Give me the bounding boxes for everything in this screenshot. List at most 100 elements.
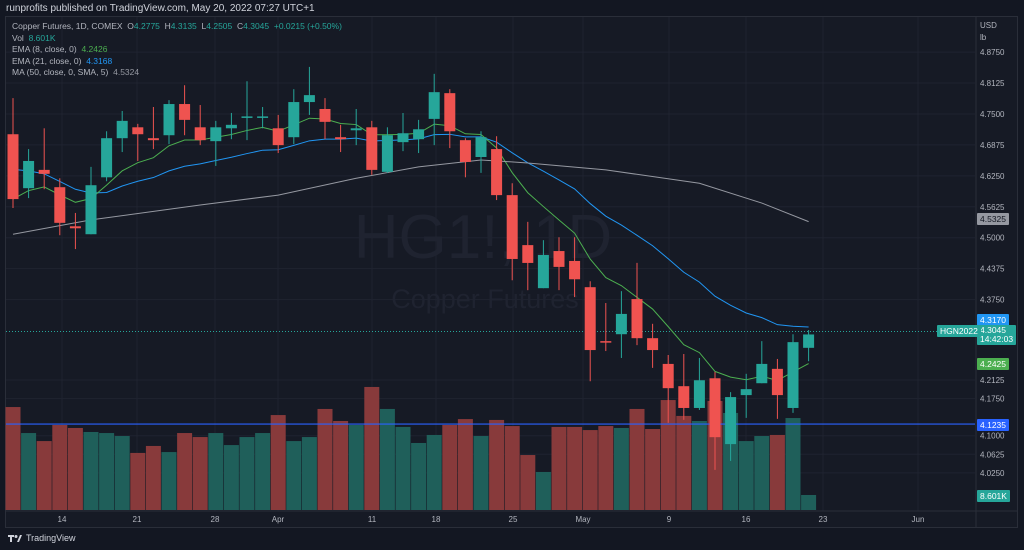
volume-bar — [301, 437, 317, 510]
grid — [6, 17, 975, 511]
time-axis[interactable]: 14 21 28 Apr 11 18 25 May 9 16 23 Jun — [58, 515, 925, 524]
volume-bar — [223, 445, 239, 510]
candle-body — [756, 363, 768, 384]
volume-bar — [52, 425, 68, 510]
candle-body — [132, 127, 144, 135]
price-tick: 4.4375 — [980, 265, 1005, 274]
axis-unit: lb — [980, 33, 987, 42]
candle-body — [163, 104, 175, 136]
price-tick: 4.6875 — [980, 141, 1005, 150]
publisher-line: runprofits published on TradingView.com,… — [6, 3, 315, 14]
volume-bar — [317, 408, 333, 510]
price-tick: 4.6250 — [980, 172, 1005, 181]
candle-body — [101, 138, 113, 178]
legend-ma50: MA (50, close, 0, SMA, 5) 4.5324 — [12, 67, 342, 79]
candle-body — [678, 386, 690, 408]
volume-bar — [177, 433, 193, 510]
volume-bar — [754, 436, 770, 510]
price-tick: 4.8125 — [980, 79, 1005, 88]
candles — [7, 66, 815, 470]
time-tick: 28 — [211, 515, 220, 524]
candle-body — [584, 287, 596, 351]
volume-bar — [239, 437, 255, 510]
price-tick: 4.1750 — [980, 395, 1005, 404]
volume-bar — [473, 436, 489, 510]
volume-bar — [567, 426, 583, 510]
candle-body — [444, 93, 456, 132]
time-tick: 14 — [58, 515, 67, 524]
legend-ema21: EMA (21, close, 0) 4.3168 — [12, 56, 342, 68]
candle-body — [194, 127, 206, 141]
volume-bar — [145, 445, 161, 510]
volume-bar — [130, 452, 146, 510]
volume-bar — [629, 408, 645, 510]
legend-ema8: EMA (8, close, 0) 4.2426 — [12, 44, 342, 56]
candle-body — [600, 341, 612, 343]
legend-ohlc: Copper Futures, 1D, COMEX O4.2775 H4.313… — [12, 21, 342, 33]
volume-bar — [582, 430, 598, 510]
time-tick: 18 — [432, 515, 441, 524]
volume-bar — [348, 425, 364, 510]
candle-body — [147, 138, 159, 141]
volume-bar — [99, 433, 115, 510]
candle-body — [85, 185, 97, 235]
ma50-badge: 4.5325 — [977, 213, 1009, 225]
volume-bar — [535, 471, 551, 510]
volume-bar — [255, 433, 271, 510]
candle-body — [7, 134, 19, 200]
time-tick: 25 — [509, 515, 518, 524]
candle-body — [740, 389, 752, 396]
candle-body — [475, 137, 487, 158]
legend-volume: Vol 8.601K — [12, 33, 342, 45]
volume-bar — [83, 431, 99, 510]
footer[interactable]: TradingView — [8, 533, 76, 543]
volume-bar — [5, 407, 21, 510]
price-tick: 4.0625 — [980, 450, 1005, 459]
ma50-line — [12, 159, 809, 235]
candle-body — [54, 187, 66, 223]
candle-body — [522, 245, 534, 263]
volume-bar — [676, 415, 692, 510]
price-axis[interactable]: 4.8750 4.8125 4.7500 4.6875 4.6250 4.5625 4.50… — [980, 48, 1005, 478]
volume-bar — [769, 434, 785, 510]
ema21-label: EMA (21, close, 0) — [12, 55, 82, 66]
close-badge: 4.3045 14:42:03 — [977, 325, 1017, 345]
candle-body — [335, 137, 347, 140]
ema8-badge: 4.2425 — [977, 358, 1009, 370]
time-tick: 21 — [133, 515, 142, 524]
volume-bar — [379, 408, 395, 510]
axis-currency: USD — [980, 21, 997, 30]
volume-bar — [442, 425, 458, 510]
vol-label: Vol — [12, 32, 24, 43]
volume-bar — [801, 494, 817, 510]
candle-body — [662, 363, 674, 389]
volume-bar — [270, 415, 286, 510]
candle-body — [272, 128, 284, 146]
candle-body — [553, 251, 565, 267]
price-tick: 4.8750 — [980, 48, 1005, 57]
price-tick: 4.1000 — [980, 432, 1005, 441]
ma50-value: 4.5324 — [113, 67, 140, 77]
candle-body — [397, 133, 409, 143]
candle-body — [725, 397, 737, 445]
open-value: 4.2775 — [133, 21, 160, 31]
low-value: 4.2505 — [206, 21, 233, 31]
candle-body — [803, 334, 815, 348]
time-tick: Apr — [272, 515, 285, 524]
volume-bars — [5, 386, 817, 510]
volume-bar — [426, 434, 442, 510]
volume-bar — [411, 442, 427, 510]
price-tick: 4.5625 — [980, 203, 1005, 212]
candle-body — [303, 95, 315, 103]
time-tick: 23 — [819, 515, 828, 524]
candle-body — [179, 104, 191, 120]
candle-body — [569, 260, 581, 280]
candle-body — [241, 116, 253, 118]
ema21-badge: 4.3170 — [977, 314, 1009, 326]
candle-body — [116, 120, 128, 139]
volume-bar — [504, 426, 520, 510]
volume-bar — [738, 441, 754, 510]
candle-body — [366, 127, 378, 170]
ema21-value: 4.3168 — [86, 55, 113, 66]
